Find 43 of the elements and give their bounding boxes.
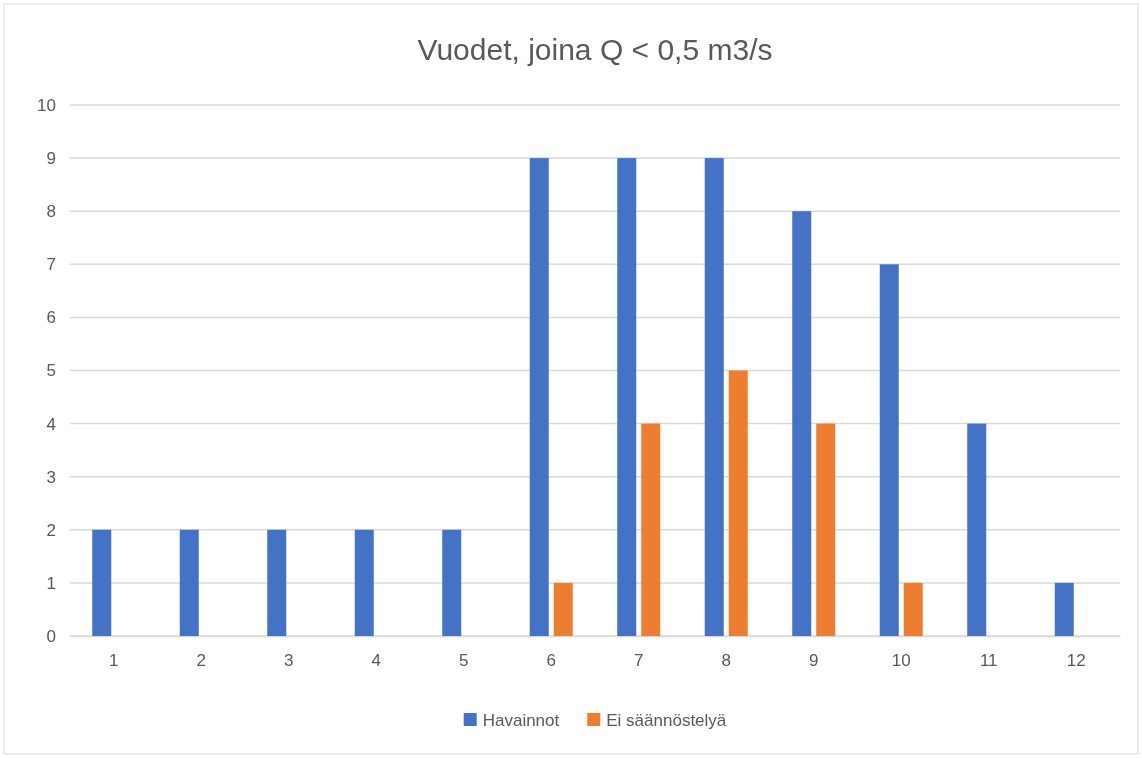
bar bbox=[967, 423, 987, 636]
bar bbox=[704, 158, 724, 636]
x-tick-label: 6 bbox=[546, 651, 556, 671]
legend-label: Havainnot bbox=[482, 711, 560, 730]
y-tick-label: 8 bbox=[46, 202, 56, 222]
bar bbox=[179, 529, 199, 636]
x-tick-label: 5 bbox=[459, 651, 469, 671]
y-tick-label: 9 bbox=[46, 149, 56, 169]
x-tick-label: 4 bbox=[371, 651, 381, 671]
y-tick-label: 6 bbox=[46, 308, 56, 328]
bar bbox=[903, 582, 923, 636]
x-tick-label: 11 bbox=[979, 651, 998, 671]
bar bbox=[442, 529, 462, 636]
y-tick-label: 5 bbox=[46, 361, 56, 381]
x-tick-label: 12 bbox=[1066, 651, 1086, 671]
x-tick-label: 7 bbox=[634, 651, 644, 671]
y-tick-label: 7 bbox=[46, 255, 56, 275]
x-tick-label: 3 bbox=[284, 651, 294, 671]
y-tick-label: 10 bbox=[37, 95, 56, 115]
x-tick-label: 1 bbox=[109, 651, 119, 671]
x-tick-label: 2 bbox=[196, 651, 206, 671]
y-tick-label: 2 bbox=[46, 520, 56, 540]
x-tick-label: 8 bbox=[721, 651, 731, 671]
bar bbox=[816, 423, 836, 636]
chart-title: Vuodet, joina Q < 0,5 m3/s bbox=[417, 33, 773, 66]
bar bbox=[728, 370, 748, 636]
y-tick-label: 0 bbox=[46, 626, 56, 646]
y-tick-label: 4 bbox=[46, 414, 56, 434]
bar bbox=[641, 423, 661, 636]
bar bbox=[529, 158, 549, 636]
bar bbox=[354, 529, 374, 636]
x-tick-label: 9 bbox=[809, 651, 819, 671]
bar bbox=[879, 264, 899, 636]
legend-label: Ei säännöstelyä bbox=[606, 711, 727, 730]
bar bbox=[92, 529, 112, 636]
bar bbox=[617, 158, 637, 636]
bar bbox=[1054, 582, 1074, 636]
bar bbox=[267, 529, 287, 636]
y-tick-label: 3 bbox=[46, 467, 56, 487]
bar bbox=[553, 582, 573, 636]
x-tick-label: 10 bbox=[891, 651, 911, 671]
bar bbox=[792, 211, 812, 636]
y-tick-label: 1 bbox=[46, 573, 56, 593]
